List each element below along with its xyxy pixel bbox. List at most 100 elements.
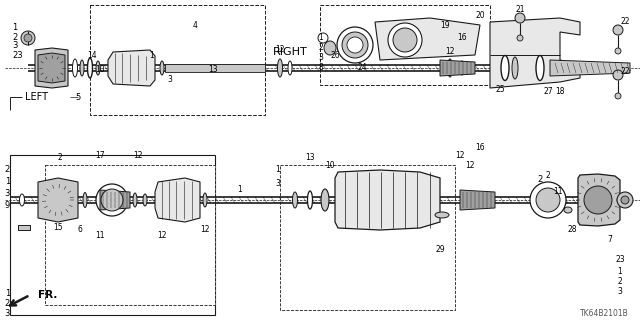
Circle shape xyxy=(515,13,525,23)
Circle shape xyxy=(96,184,128,216)
Circle shape xyxy=(613,70,623,80)
Ellipse shape xyxy=(133,193,137,207)
Text: 3: 3 xyxy=(4,189,10,198)
Polygon shape xyxy=(155,178,200,222)
Text: 23: 23 xyxy=(615,255,625,265)
Text: 2: 2 xyxy=(318,44,323,52)
Ellipse shape xyxy=(203,193,207,207)
Text: TK64B2101B: TK64B2101B xyxy=(580,308,628,317)
Text: 4: 4 xyxy=(193,20,197,29)
Circle shape xyxy=(342,32,368,58)
Polygon shape xyxy=(375,18,480,60)
Ellipse shape xyxy=(512,57,518,79)
Text: 12: 12 xyxy=(133,150,143,159)
Text: 12: 12 xyxy=(275,45,285,54)
Circle shape xyxy=(517,35,523,41)
Text: 1: 1 xyxy=(150,51,154,60)
Polygon shape xyxy=(165,64,265,72)
Polygon shape xyxy=(18,225,30,230)
Text: 23: 23 xyxy=(12,52,22,60)
Text: 21: 21 xyxy=(515,5,525,14)
Text: 1: 1 xyxy=(4,289,10,298)
Text: 28: 28 xyxy=(567,226,577,235)
Polygon shape xyxy=(108,50,155,86)
Polygon shape xyxy=(90,5,265,115)
Text: FR.: FR. xyxy=(38,290,58,300)
Text: 22: 22 xyxy=(620,68,630,76)
Polygon shape xyxy=(100,190,130,210)
Text: 1: 1 xyxy=(618,268,622,276)
Ellipse shape xyxy=(435,212,449,218)
Text: 3: 3 xyxy=(12,42,17,51)
Text: 15: 15 xyxy=(53,223,63,233)
Ellipse shape xyxy=(72,59,77,77)
Text: 3: 3 xyxy=(168,76,172,84)
Text: 2: 2 xyxy=(538,175,543,185)
Circle shape xyxy=(393,28,417,52)
Circle shape xyxy=(388,23,422,57)
Polygon shape xyxy=(460,190,495,210)
Polygon shape xyxy=(550,60,630,76)
Text: 1: 1 xyxy=(276,165,280,174)
Polygon shape xyxy=(320,5,490,85)
Text: 3: 3 xyxy=(618,287,623,297)
Circle shape xyxy=(347,37,363,53)
Text: 3: 3 xyxy=(318,53,323,62)
Ellipse shape xyxy=(143,194,147,206)
Text: 14: 14 xyxy=(87,51,97,60)
Ellipse shape xyxy=(465,191,470,209)
Ellipse shape xyxy=(292,192,298,208)
Text: 19: 19 xyxy=(440,20,450,29)
Text: 10: 10 xyxy=(95,66,105,75)
Text: 12: 12 xyxy=(157,230,167,239)
Text: 2: 2 xyxy=(58,154,62,163)
Text: 16: 16 xyxy=(457,34,467,43)
Text: 1: 1 xyxy=(318,34,323,43)
Circle shape xyxy=(24,34,32,42)
Ellipse shape xyxy=(288,61,292,75)
Text: 10: 10 xyxy=(325,161,335,170)
Polygon shape xyxy=(578,174,620,226)
Text: 26: 26 xyxy=(330,51,340,60)
Circle shape xyxy=(318,33,328,43)
Text: 2: 2 xyxy=(618,277,622,286)
Text: 3: 3 xyxy=(276,179,280,188)
Polygon shape xyxy=(38,53,65,83)
Ellipse shape xyxy=(447,59,452,77)
Polygon shape xyxy=(38,178,78,222)
Text: 12: 12 xyxy=(200,226,210,235)
Text: 12: 12 xyxy=(445,47,455,57)
Text: 2: 2 xyxy=(4,165,10,174)
Text: 13: 13 xyxy=(208,66,218,75)
Polygon shape xyxy=(335,170,440,230)
Ellipse shape xyxy=(501,55,509,81)
Circle shape xyxy=(530,182,566,218)
Polygon shape xyxy=(490,18,580,88)
Ellipse shape xyxy=(80,60,84,76)
Ellipse shape xyxy=(321,189,329,211)
Ellipse shape xyxy=(96,61,100,75)
Text: 1: 1 xyxy=(4,178,10,187)
Text: 3: 3 xyxy=(4,308,10,317)
Text: 27: 27 xyxy=(543,87,553,97)
Text: 11: 11 xyxy=(95,230,105,239)
Polygon shape xyxy=(10,155,215,315)
Circle shape xyxy=(621,196,629,204)
Text: 2: 2 xyxy=(546,171,550,180)
Circle shape xyxy=(584,186,612,214)
Polygon shape xyxy=(440,60,475,76)
Polygon shape xyxy=(280,165,455,310)
Ellipse shape xyxy=(307,191,312,209)
Text: 18: 18 xyxy=(556,87,564,97)
Text: 11: 11 xyxy=(553,188,563,196)
Ellipse shape xyxy=(88,58,93,78)
Text: 12: 12 xyxy=(455,150,465,159)
Text: 25: 25 xyxy=(495,85,505,94)
Text: 24: 24 xyxy=(357,63,367,73)
Circle shape xyxy=(101,189,123,211)
Polygon shape xyxy=(35,48,68,88)
Text: 22: 22 xyxy=(620,18,630,27)
Polygon shape xyxy=(45,165,215,305)
Text: 13: 13 xyxy=(305,154,315,163)
Ellipse shape xyxy=(278,59,282,77)
